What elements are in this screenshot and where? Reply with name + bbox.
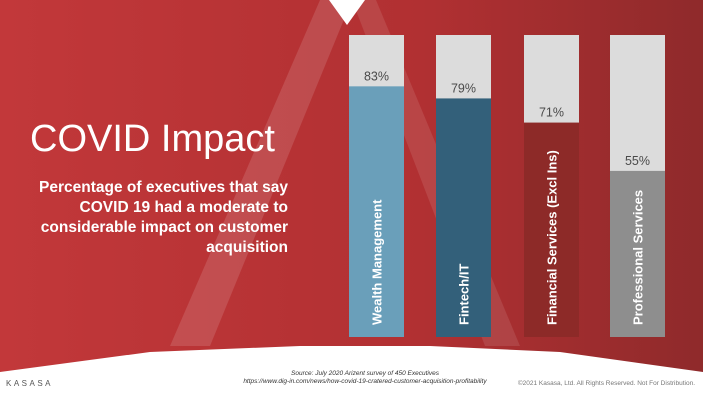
top-triangle-notch <box>329 0 365 25</box>
bar <box>436 98 491 337</box>
category-label: Fintech/IT <box>457 264 472 325</box>
bar <box>349 86 404 337</box>
category-label: Wealth Management <box>370 199 385 325</box>
slide-subtitle: Percentage of executives that say COVID … <box>39 179 288 256</box>
bar <box>610 170 665 337</box>
source-text: Source: July 2020 Arizent survey of 450 … <box>291 370 439 377</box>
bar <box>524 122 579 337</box>
category-label: Financial Services (Excl Ins) <box>545 150 560 325</box>
value-label: 83% <box>364 69 389 83</box>
value-label: 55% <box>625 154 650 168</box>
value-label: 79% <box>451 81 476 95</box>
source-url[interactable]: https://www.dig-in.com/news/how-covid-19… <box>243 378 487 385</box>
kasasa-logo: KASASA <box>6 379 54 388</box>
copyright-text: ©2021 Kasasa, Ltd. All Rights Reserved. … <box>517 380 695 387</box>
category-label: Professional Services <box>631 190 646 325</box>
value-label: 71% <box>539 106 564 120</box>
slide-title: COVID Impact <box>30 118 275 160</box>
source-note: Source: July 2020 Arizent survey of 450 … <box>230 370 500 386</box>
light-stripe-left <box>170 0 352 346</box>
